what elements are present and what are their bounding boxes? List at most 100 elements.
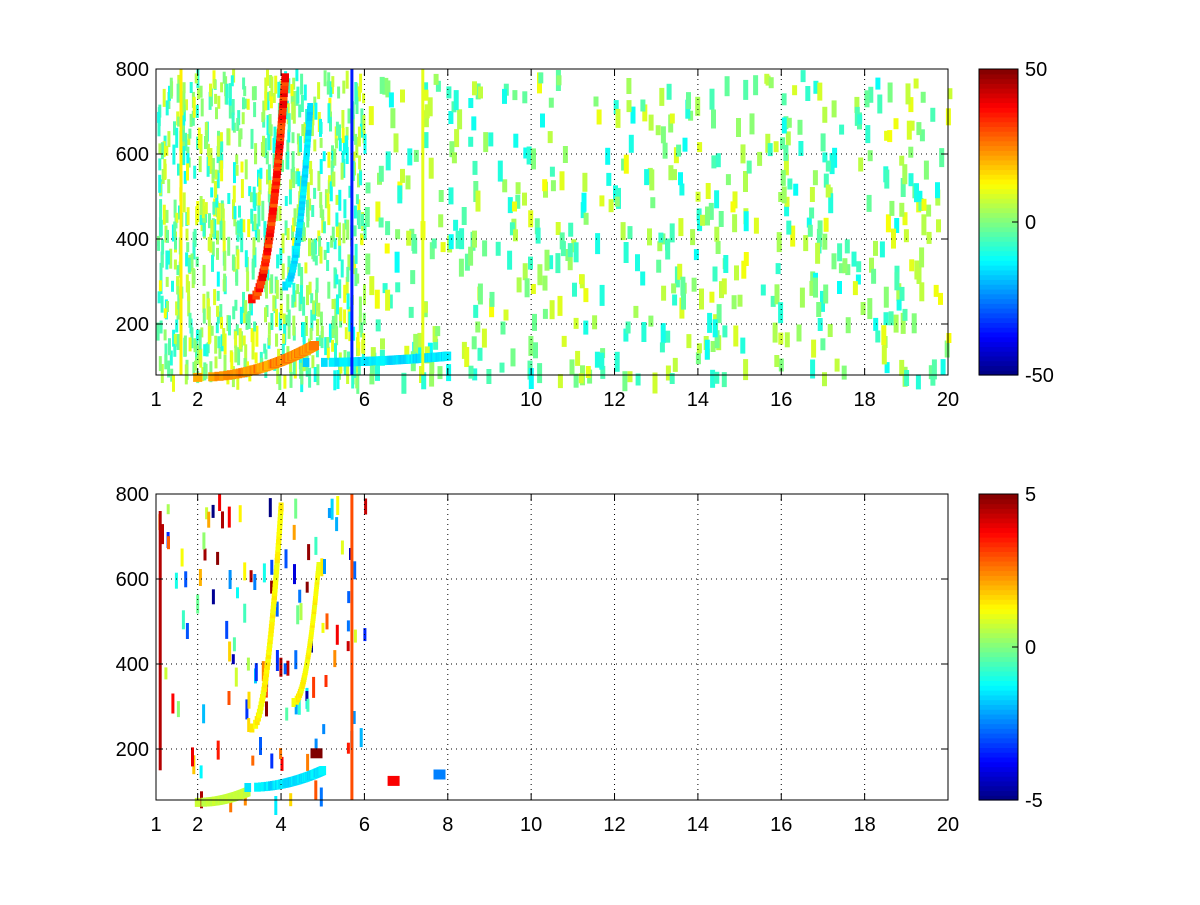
colorbar-segment [979,164,1018,171]
heatmap-cell [331,172,335,187]
heatmap-cell [369,276,375,296]
heatmap-cell [272,137,276,153]
heatmap-cell [295,69,299,82]
heatmap-cell [337,86,341,99]
heatmap-cell [331,150,335,168]
heatmap-cell [257,191,261,206]
colorbar-segment [979,718,1018,725]
heatmap-cell [207,511,211,528]
heatmap-cell [357,341,361,356]
heatmap-cells-top [156,69,953,394]
heatmap-cell [385,289,391,311]
heatmap-cell [916,122,922,136]
heatmap-cell [302,296,306,316]
heatmap-cell [263,343,267,354]
heatmap-cell [254,143,258,165]
heatmap-cell [286,228,290,240]
heatmap-cell [375,319,381,332]
heatmap-cell [790,225,796,247]
heatmap-cell [216,207,220,225]
colorbar-tick-label: 0 [1025,212,1036,234]
heatmap-cell [314,536,318,555]
heatmap-band-cell [343,357,351,367]
heatmap-cell [238,205,241,218]
colorbar-segment [979,623,1018,629]
heatmap-cell [242,97,245,110]
heatmap-cell [226,128,230,146]
heatmap-cell [679,183,685,196]
heatmap-band-cell [194,797,201,807]
heatmap-cell [354,243,358,264]
heatmap-cell [359,171,363,186]
heatmap-cell [724,76,730,97]
heatmap-cell [246,271,250,292]
heatmap-cell [330,498,334,520]
heatmap-cell [279,287,283,301]
heatmap-cell [716,304,722,324]
heatmap-cell [279,657,283,677]
heatmap-cell [375,201,381,222]
heatmap-cell [842,258,848,274]
heatmap-cell [220,316,223,329]
heatmap-cell [547,131,553,144]
heatmap-cell [592,315,598,330]
heatmap-cell [291,225,295,241]
heatmap-cell [199,765,203,779]
heatmap-cell [266,169,269,185]
heatmap-cell [338,189,342,211]
colorbar-segment [979,584,1018,591]
heatmap-cell [786,117,792,128]
colorbar-segment [979,303,1018,309]
heatmap-cell [173,121,176,136]
heatmap-cell [210,325,214,336]
heatmap-cell [335,326,339,346]
heatmap-cell [242,77,246,90]
heatmap-cell [304,262,308,274]
heatmap-cell [236,369,240,390]
heatmap-cell [247,311,251,329]
y-tick-label: 400 [116,654,149,676]
heatmap-cell [365,253,371,275]
heatmap-cell [785,131,791,146]
heatmap-cell [232,637,236,652]
colorbar-segment [979,761,1018,768]
heatmap-cell [235,154,239,165]
heatmap-cell [671,283,677,294]
heatmap-cell [202,532,206,550]
heatmap-cell [235,324,239,336]
heatmap-cell [359,123,363,138]
heatmap-cell [947,88,953,100]
heatmap-cell [159,320,163,334]
colorbar-segment [979,556,1018,562]
colorbar-segment [979,728,1018,734]
heatmap-cell [209,361,213,383]
heatmap-band-cell [351,357,358,367]
heatmap-cell [160,364,164,383]
heatmap-cell [796,324,802,342]
heatmap-cell [345,147,349,164]
heatmap-cell [515,194,521,209]
heatmap-cell [163,159,167,180]
heatmap-cell [172,144,176,165]
heatmap-cell [548,97,554,108]
heatmap-cell [275,279,279,299]
heatmap-cell [158,143,162,155]
heatmap-cell [266,92,270,111]
heatmap-cell [697,142,703,153]
x-tick-label: 20 [937,814,959,836]
x-tick-label: 12 [603,814,625,836]
heatmap-cell [173,345,177,357]
heatmap-cell [356,331,360,348]
heatmap-cell [655,125,661,136]
heatmap-cell [177,163,180,176]
heatmap-cell [306,182,310,203]
heatmap-cell [258,177,262,191]
colorbar-segment [979,541,1018,548]
heatmap-cell [292,315,296,336]
heatmap-cell [338,240,342,262]
heatmap-cell [650,197,656,209]
heatmap-cell [877,94,883,114]
heatmap-cell [331,339,335,352]
heatmap-cell [500,321,506,335]
heatmap-cell [743,171,748,192]
